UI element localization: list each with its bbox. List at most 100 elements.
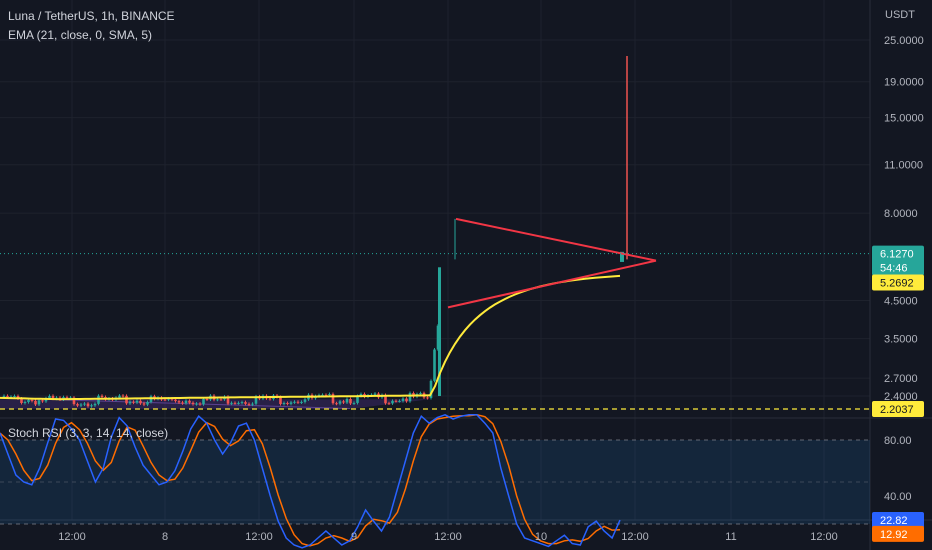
candle-body — [198, 403, 202, 405]
candle-body — [279, 397, 282, 404]
candle-body — [23, 402, 27, 404]
level-price-tag-bg — [872, 400, 924, 417]
ema-path — [0, 274, 621, 401]
candle-body — [230, 402, 233, 404]
candle-body — [27, 399, 30, 403]
candle-body — [387, 403, 391, 405]
stoch-legend[interactable]: Stoch RSI (3, 3, 14, 14, close) — [8, 426, 169, 440]
pennant-drawing[interactable] — [447, 217, 657, 309]
candle-body — [163, 399, 167, 401]
ema-legend[interactable]: EMA (21, close, 0, SMA, 5) — [8, 28, 153, 42]
candle-body — [135, 400, 139, 403]
candle-body — [170, 398, 174, 400]
time-tick-label: 8 — [162, 531, 168, 543]
candle-body — [254, 396, 258, 404]
candle-body — [100, 395, 104, 398]
candle-body — [251, 403, 254, 405]
candle-body — [394, 400, 398, 402]
candle-body — [202, 399, 205, 405]
candle-body — [65, 397, 69, 399]
candle-body — [426, 397, 429, 399]
stoch-d-tag-bg — [872, 525, 924, 542]
candle-body — [331, 394, 335, 404]
price-axis[interactable]: USDT 25.0000 19.0000 15.0000 11.0000 8.0000 4.… — [884, 9, 924, 503]
candle-body — [205, 399, 209, 401]
price-tags: 6.1270 54:46 5.2692 2.2037 22.82 12.92 — [872, 245, 924, 542]
price-tick-label: 19.0000 — [884, 77, 924, 89]
price-tick-label: 2.7000 — [884, 373, 918, 385]
candle-body — [405, 398, 408, 402]
candle-body — [356, 395, 359, 403]
candle-body — [121, 395, 125, 397]
candle-body — [335, 403, 338, 405]
time-tick-label: 12:00 — [434, 531, 462, 543]
candle-body — [34, 400, 37, 405]
last-price-tag: 6.1270 — [880, 249, 914, 261]
candle-body — [342, 401, 345, 403]
stoch-k-tag: 22.82 — [880, 515, 908, 527]
chart-title[interactable]: Luna / TetherUS, 1h, BINANCE — [8, 9, 175, 23]
candle-body — [72, 397, 76, 405]
last-price-tag-bg — [872, 245, 924, 276]
candle-body — [219, 399, 223, 401]
candle-body — [41, 400, 44, 402]
candle-body — [359, 393, 363, 396]
candle-body — [48, 395, 51, 399]
pennant-upper — [455, 217, 657, 262]
time-tick-label: 9 — [351, 531, 357, 543]
candle-body — [398, 400, 401, 402]
candle-body — [142, 403, 146, 405]
candle-body — [216, 399, 219, 401]
candle-body — [391, 400, 394, 404]
price-tick-label: 2.4000 — [884, 391, 918, 403]
ema-price-tag: 5.2692 — [880, 278, 914, 290]
candle-body — [83, 403, 86, 405]
levels — [0, 253, 870, 525]
candle-body — [184, 400, 188, 404]
candle-body — [352, 402, 356, 404]
candle-body — [244, 402, 247, 404]
candle-body — [37, 400, 41, 405]
candle-body — [191, 402, 195, 405]
candle-body — [132, 401, 135, 403]
candle-body — [328, 394, 331, 396]
stoch-k-line — [0, 413, 621, 549]
candle-body — [384, 395, 387, 404]
candle-body — [125, 395, 128, 404]
candle-body — [13, 395, 16, 397]
time-tick-label: 12:00 — [58, 531, 86, 543]
candle-body — [181, 402, 184, 404]
stoch-d-line — [0, 414, 621, 547]
candle-body — [97, 395, 100, 404]
candle-body — [321, 394, 324, 396]
candle-body — [433, 349, 436, 381]
time-tick-label: 11 — [725, 531, 736, 543]
candle-body — [195, 403, 198, 405]
candle-body — [247, 403, 251, 405]
ema-price-tag-bg — [872, 274, 924, 291]
trend-line — [59, 399, 351, 410]
price-tick-label: 15.0000 — [884, 113, 924, 125]
stoch-d-tag: 12.92 — [880, 529, 908, 541]
candle-body — [93, 403, 97, 406]
candle-body — [128, 401, 132, 404]
time-tick-label: 10 — [535, 531, 547, 543]
candle-body — [76, 404, 79, 406]
candle-body — [268, 398, 272, 400]
stoch-tick-label: 80.00 — [884, 435, 912, 447]
candle-body — [293, 401, 296, 403]
last-candle — [620, 251, 624, 262]
candle-body — [303, 399, 307, 402]
candle-body — [174, 399, 177, 402]
candle-body — [6, 395, 9, 397]
candle-body — [373, 393, 377, 395]
pennant-lower — [447, 259, 657, 309]
candles — [2, 56, 628, 408]
candle-body — [188, 400, 191, 403]
volume-profile-area — [0, 399, 430, 410]
candle-body — [2, 395, 6, 398]
time-axis[interactable]: 12:00 8 12:00 9 12:00 10 12:00 11 12:00 — [58, 531, 838, 543]
stoch-band — [0, 440, 870, 524]
time-tick-label: 12:00 — [621, 531, 649, 543]
